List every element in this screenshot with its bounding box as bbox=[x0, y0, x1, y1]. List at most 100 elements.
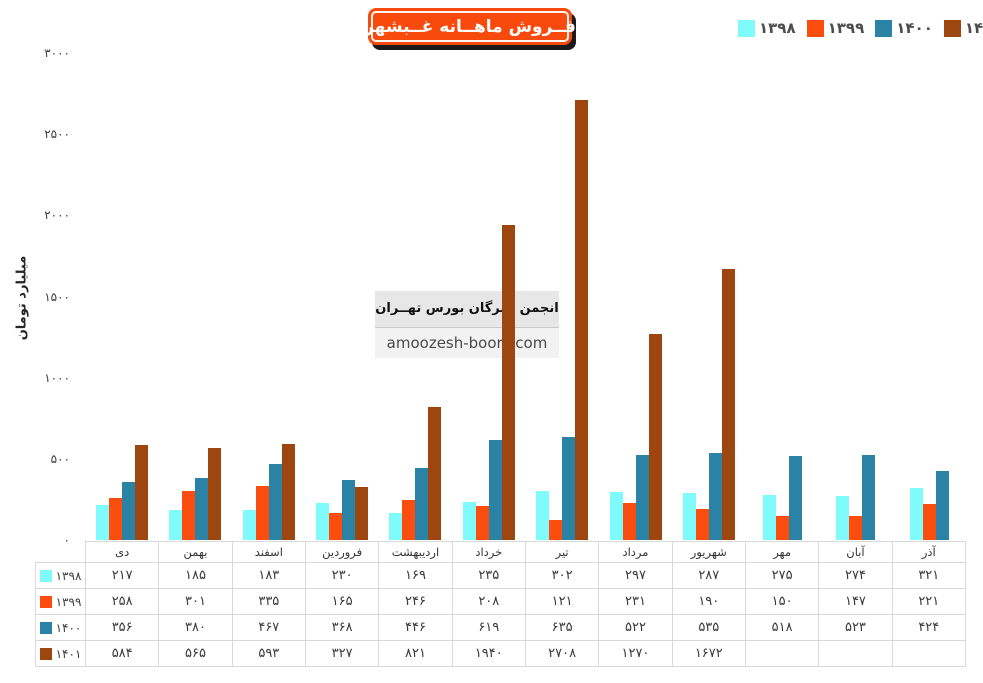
table-month-header: مهر bbox=[744, 541, 820, 563]
table-row-header: ۱۴۰۰ bbox=[35, 614, 86, 641]
bar bbox=[462, 502, 476, 540]
bar bbox=[108, 498, 122, 540]
table-row: ۱۳۹۸ ۲۱۷ ۱۸۵ ۱۸۳ ۲۳۰ ۱۶۹ ۲۳۵ ۳۰۲ ۲۹۷ ۲۸۷ ۲۷۵ ۲۷۴ ۳۲۱ bbox=[35, 562, 967, 589]
table-month-header: فروردین bbox=[304, 541, 380, 563]
legend-item: ۱۴۰۰ bbox=[875, 19, 933, 37]
table-month-header: خرداد bbox=[451, 541, 526, 563]
table-month-header: مرداد bbox=[598, 541, 673, 563]
bar bbox=[935, 471, 949, 540]
bar bbox=[609, 492, 623, 540]
table-value-cell: ۳۶۸ bbox=[304, 614, 380, 641]
table-value-cell: ۴۲۴ bbox=[891, 614, 967, 641]
bar bbox=[549, 520, 563, 540]
table-value-cell: ۱۶۵ bbox=[304, 588, 380, 615]
table-value-cell: ۵۳۵ bbox=[671, 614, 746, 641]
table-value-cell: ۲۷۴ bbox=[818, 562, 893, 589]
table-value-cell: ۵۶۵ bbox=[158, 640, 233, 667]
table-value-cell: ۶۱۹ bbox=[451, 614, 526, 641]
table-row-header: ۱۳۹۸ bbox=[35, 562, 86, 589]
table-value-cell: ۲۷۵ bbox=[744, 562, 820, 589]
bar bbox=[169, 510, 183, 540]
table-value-cell: ۸۲۱ bbox=[378, 640, 453, 667]
table-value-cell: ۵۸۴ bbox=[84, 640, 160, 667]
row-year-label: ۱۴۰۱ bbox=[55, 646, 82, 661]
table-month-header: آبان bbox=[818, 541, 893, 563]
bar bbox=[789, 456, 802, 540]
bar bbox=[536, 491, 550, 540]
row-color-swatch bbox=[39, 621, 52, 634]
y-tick-label: ۲۰۰۰ bbox=[44, 208, 70, 223]
bar bbox=[501, 225, 515, 540]
bar bbox=[281, 444, 295, 540]
table-value-cell: ۲۱۷ bbox=[84, 562, 160, 589]
table-value-cell: ۲۲۱ bbox=[891, 588, 967, 615]
table-value-cell: ۳۲۱ bbox=[891, 562, 967, 589]
bar bbox=[182, 491, 196, 540]
table-value-cell: ۵۲۲ bbox=[598, 614, 673, 641]
watermark-url: amoozesh-boors.com bbox=[375, 328, 559, 358]
bar bbox=[722, 269, 735, 540]
table-value-cell bbox=[891, 640, 967, 667]
table-value-cell: ۲۳۰ bbox=[304, 562, 380, 589]
watermark: انجمن خبرگان بورس تهــران amoozesh-boors… bbox=[375, 291, 559, 358]
table-value-cell: ۶۳۵ bbox=[524, 614, 600, 641]
bar bbox=[255, 486, 269, 540]
legend-color-swatch bbox=[806, 19, 824, 37]
table-row-header: ۱۴۰۱ bbox=[35, 640, 86, 667]
table-month-header: شهریور bbox=[671, 541, 746, 563]
legend-color-swatch bbox=[943, 19, 961, 37]
bar bbox=[849, 516, 863, 540]
bar bbox=[709, 453, 722, 540]
bar bbox=[648, 334, 662, 540]
bar bbox=[402, 500, 416, 540]
table-value-cell: ۱۸۵ bbox=[158, 562, 233, 589]
table-value-cell: ۲۸۷ bbox=[671, 562, 746, 589]
table-value-cell: ۵۹۳ bbox=[231, 640, 306, 667]
table-value-cell: ۲۹۷ bbox=[598, 562, 673, 589]
row-year-label: ۱۴۰۰ bbox=[55, 620, 82, 635]
y-tick-label: ۱۵۰۰ bbox=[44, 289, 70, 304]
table-value-cell: ۳۵۶ bbox=[84, 614, 160, 641]
legend-item: ۱۳۹۸ bbox=[738, 19, 796, 37]
table-month-header: اسفند bbox=[231, 541, 306, 563]
table-value-cell: ۳۰۲ bbox=[524, 562, 600, 589]
bar bbox=[316, 503, 329, 540]
table-month-header: تیر bbox=[524, 541, 600, 563]
bar bbox=[355, 487, 368, 540]
bar bbox=[862, 455, 876, 540]
table-month-header: آذر bbox=[891, 541, 967, 563]
bar bbox=[428, 407, 442, 540]
bar bbox=[696, 509, 709, 540]
row-color-swatch bbox=[39, 595, 52, 608]
y-tick-label: ۱۰۰۰ bbox=[44, 370, 70, 385]
bar bbox=[475, 506, 489, 540]
table-value-cell: ۲۷۰۸ bbox=[524, 640, 600, 667]
table-value-cell: ۱۶۹ bbox=[378, 562, 453, 589]
legend-item: ۱۴۰۱ bbox=[943, 19, 983, 37]
plot-area: انجمن خبرگان بورس تهــران amoozesh-boors… bbox=[85, 53, 966, 540]
table-value-cell: ۴۶۷ bbox=[231, 614, 306, 641]
y-tick-label: ۵۰۰ bbox=[50, 451, 70, 466]
table-row: ۱۴۰۰ ۳۵۶ ۳۸۰ ۴۶۷ ۳۶۸ ۴۴۶ ۶۱۹ ۶۳۵ ۵۲۲ ۵۳۵ ۵۱۸ ۵۲۳ ۴۲۴ bbox=[35, 614, 967, 641]
bar bbox=[488, 440, 502, 540]
bar bbox=[329, 513, 342, 540]
table-value-cell: ۳۲۷ bbox=[304, 640, 380, 667]
legend-label: ۱۳۹۸ bbox=[759, 19, 796, 37]
bar bbox=[268, 464, 282, 540]
table-value-cell: ۱۲۱ bbox=[524, 588, 600, 615]
table-value-cell: ۲۳۵ bbox=[451, 562, 526, 589]
table-header-row: دی بهمن اسفند فروردین اردیبهشت خرداد تیر مرداد ش… bbox=[36, 541, 967, 563]
table-value-cell: ۲۵۸ bbox=[84, 588, 160, 615]
table-value-cell: ۱۹۰ bbox=[671, 588, 746, 615]
bar bbox=[242, 510, 256, 540]
bar bbox=[922, 504, 936, 540]
table-value-cell: ۳۳۵ bbox=[231, 588, 306, 615]
bar bbox=[95, 505, 109, 540]
bar bbox=[134, 445, 148, 540]
table-month-header: دی bbox=[84, 541, 160, 563]
bar bbox=[342, 480, 355, 540]
data-table: دی بهمن اسفند فروردین اردیبهشت خرداد تیر مرداد ش… bbox=[35, 541, 967, 667]
table-row: ۱۴۰۱ ۵۸۴ ۵۶۵ ۵۹۳ ۳۲۷ ۸۲۱ ۱۹۴۰ ۲۷۰۸ ۱۲۷۰ ۱۶۷۲ bbox=[35, 640, 967, 667]
table-value-cell: ۳۸۰ bbox=[158, 614, 233, 641]
chart-legend: ۱۳۹۸ ۱۳۹۹ ۱۴۰۰ ۱۴۰۱ bbox=[738, 19, 983, 37]
